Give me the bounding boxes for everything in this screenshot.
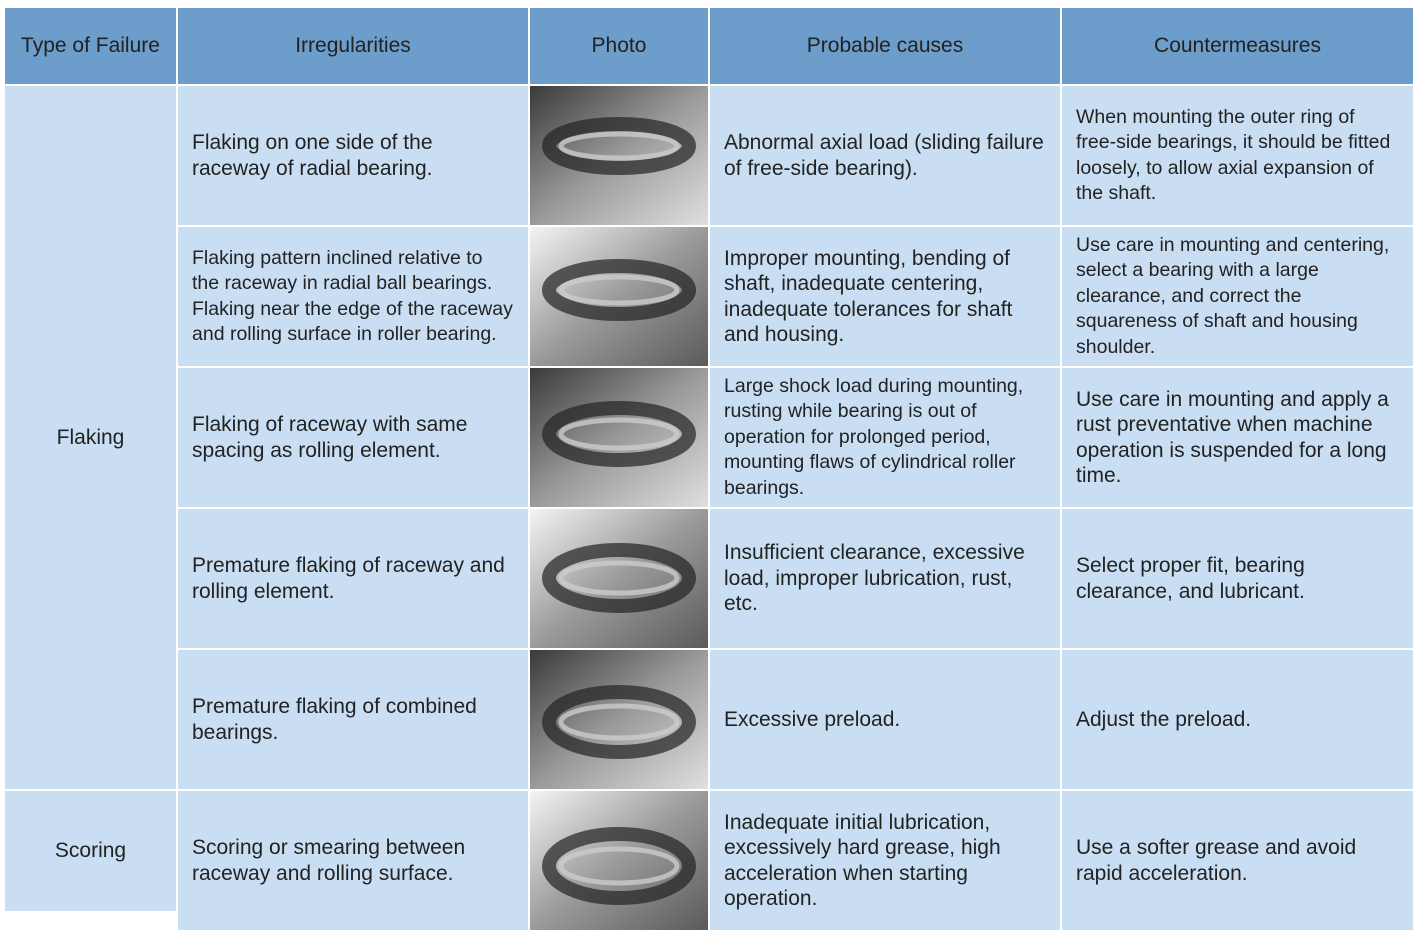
probable-causes: Abnormal axial load (sliding failure of …: [710, 86, 1060, 225]
countermeasures: Use care in mounting and centering, sele…: [1062, 227, 1413, 366]
header-cell: Irregularities: [178, 8, 528, 84]
probable-causes: Improper mounting, bending of shaft, ina…: [710, 227, 1060, 366]
page: Type of Failure Irregularities Photo Probab…: [5, 8, 1413, 930]
irregularity: Premature flaking of raceway and rolling…: [178, 509, 528, 648]
bearing-photo: [530, 509, 708, 648]
header-cell: Probable causes: [710, 8, 1060, 84]
bearing-photo: [530, 650, 708, 789]
photo-cell: [530, 368, 708, 507]
countermeasures: Use a softer grease and avoid rapid acce…: [1062, 791, 1413, 930]
irregularity: Flaking on one side of the raceway of ra…: [178, 86, 528, 225]
header-cell: Countermeasures: [1062, 8, 1413, 84]
photo-cell: [530, 791, 708, 930]
probable-causes: Excessive preload.: [710, 650, 1060, 789]
countermeasures: Select proper fit, bearing clearance, an…: [1062, 509, 1413, 648]
photo-cell: [530, 86, 708, 225]
irregularity: Scoring or smearing between raceway and …: [178, 791, 528, 930]
bearing-photo: [530, 791, 708, 930]
bearing-photo: [530, 227, 708, 366]
irregularity: Premature flaking of combined bearings.: [178, 650, 528, 789]
photo-cell: [530, 227, 708, 366]
probable-causes: Large shock load during mounting, rustin…: [710, 368, 1060, 507]
countermeasures: Adjust the preload.: [1062, 650, 1413, 789]
photo-cell: [530, 509, 708, 648]
header-cell: Type of Failure: [5, 8, 176, 84]
irregularity: Flaking pattern inclined relative to the…: [178, 227, 528, 366]
failure-type: Flaking: [5, 86, 176, 789]
probable-causes: Insufficient clearance, excessive load, …: [710, 509, 1060, 648]
countermeasures: Use care in mounting and apply a rust pr…: [1062, 368, 1413, 507]
bearing-photo: [530, 86, 708, 225]
countermeasures: When mounting the outer ring of free-sid…: [1062, 86, 1413, 225]
irregularity: Flaking of raceway with same spacing as …: [178, 368, 528, 507]
header-cell: Photo: [530, 8, 708, 84]
probable-causes: Inadequate initial lubrication, excessiv…: [710, 791, 1060, 930]
photo-cell: [530, 650, 708, 789]
bearing-photo: [530, 368, 708, 507]
failure-type: Scoring: [5, 791, 176, 911]
